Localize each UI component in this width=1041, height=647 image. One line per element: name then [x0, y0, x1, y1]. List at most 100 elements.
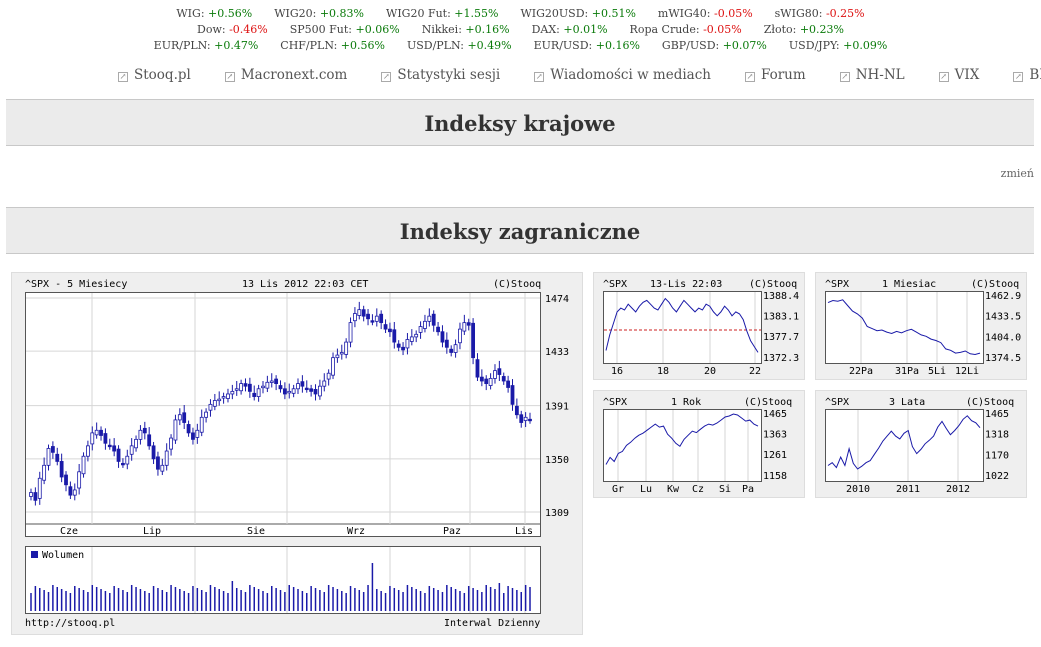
external-link-icon: ↗ [744, 72, 755, 82]
candle-body [112, 445, 117, 452]
y-tick-label: 1377.7 [763, 332, 799, 343]
candle-body [147, 434, 152, 447]
x-tick-label: 22Pa [849, 366, 873, 377]
ticker-item[interactable]: DAX: +0.01% [532, 23, 608, 36]
candle-body [366, 313, 370, 320]
candle-body [414, 333, 419, 338]
candle-body [247, 383, 252, 392]
candle-body [440, 331, 445, 343]
ticker-item[interactable]: WIG: +0.56% [176, 7, 252, 20]
ticker-item[interactable]: Złoto: +0.23% [764, 23, 844, 36]
candle-body [55, 453, 60, 462]
ticker-item[interactable]: WIG20: +0.83% [274, 7, 364, 20]
x-tick-label: Cz [692, 484, 704, 495]
ticker-item[interactable]: CHF/PLN: +0.56% [280, 39, 385, 52]
candle-body [453, 344, 458, 353]
nav-link-nh-nl[interactable]: ↗ NH-NL [839, 67, 905, 83]
candle-body [322, 380, 327, 387]
x-tick-label: 20 [704, 366, 716, 377]
y-tick-label: 1388.4 [763, 291, 799, 302]
nav-link-label: Forum [760, 67, 806, 83]
series-line [605, 297, 759, 353]
ticker-item[interactable]: SP500 Fut: +0.06% [290, 23, 400, 36]
ticker-change: +0.51% [591, 7, 636, 20]
candle-body [300, 381, 305, 387]
ticker-item[interactable]: USD/JPY: +0.09% [789, 39, 887, 52]
ticker-item[interactable]: WIG20 Fut: +1.55% [386, 7, 498, 20]
series-line [827, 299, 981, 356]
ticker-name: USD/PLN: [406, 39, 468, 52]
nav-link-stooq-pl[interactable]: ↗ Stooq.pl [118, 67, 191, 83]
three-years-chart: 1465 1318 1170 1022 2010 2011 2012 [825, 409, 1009, 495]
y-tick-label: 1433.5 [985, 312, 1021, 323]
chart-2-title: ^SPX [825, 279, 850, 290]
nav-link-bdi[interactable]: ↗ BDI [1013, 67, 1041, 83]
y-tick-label: 1158 [763, 471, 787, 482]
x-tick-label: Gr [612, 484, 624, 495]
ticker-name: EUR/PLN: [153, 39, 215, 52]
ticker-item[interactable]: Ropa Crude: -0.05% [630, 23, 742, 36]
candle-body [317, 385, 322, 397]
ticker-change: +0.49% [467, 39, 512, 52]
candle-body [331, 357, 335, 376]
series-line [827, 415, 981, 470]
chart-4-title: ^SPX [825, 397, 850, 408]
nav-link-macronext-com[interactable]: ↗ Macronext.com [224, 67, 347, 83]
external-link-icon: ↗ [118, 72, 128, 82]
candle-body [493, 370, 497, 379]
series-line [605, 413, 759, 465]
ticker-item[interactable]: Nikkei: +0.16% [422, 23, 510, 36]
x-tick-label: 16 [611, 366, 623, 377]
nav-link-forum[interactable]: ↗ Forum [744, 67, 806, 83]
ticker-item[interactable]: GBP/USD: +0.07% [662, 39, 767, 52]
change-link[interactable]: zmień [1000, 167, 1034, 180]
nav-link-wiadomości-w-mediach[interactable]: ↗ Wiadomości w mediach [534, 67, 711, 83]
candle-body [296, 383, 300, 390]
candle-body [357, 309, 362, 316]
x-tick-label: 2012 [946, 484, 970, 495]
candle-body [423, 320, 427, 329]
candle-body [234, 388, 239, 391]
candle-body [418, 326, 423, 333]
chart-4-period: 3 Lata [889, 397, 926, 408]
candle-body [186, 424, 191, 434]
candle-body [182, 412, 187, 423]
ticker-item[interactable]: WIG20USD: +0.51% [520, 7, 635, 20]
plot-area [25, 292, 541, 537]
external-link-icon: ↗ [224, 72, 235, 82]
y-tick-label: 1318 [985, 430, 1009, 441]
y-tick-label: 1474 [545, 294, 569, 305]
candle-body [497, 368, 502, 375]
chart-4-copyright: (C)Stooq [966, 397, 1015, 408]
y-tick-label: 1261 [763, 450, 787, 461]
nav-link-vix[interactable]: ↗ VIX [938, 67, 979, 83]
candle-body [528, 418, 532, 422]
ticker-item[interactable]: Dow: -0.46% [197, 23, 268, 36]
ticker-change: -0.05% [713, 7, 753, 20]
candle-body [392, 329, 397, 343]
candle-body [484, 378, 489, 385]
ticker-item[interactable]: EUR/USD: +0.16% [534, 39, 640, 52]
x-tick-label: Pa [742, 484, 754, 495]
candle-body [519, 414, 524, 423]
chart-3-period: 1 Rok [671, 397, 702, 408]
ticker-change: +0.56% [208, 7, 253, 20]
candle-body [265, 381, 270, 389]
ticker-item[interactable]: EUR/PLN: +0.47% [154, 39, 259, 52]
ticker-name: WIG20 Fut: [386, 7, 455, 20]
main-chart-panel: ^SPX - 5 Miesiecy 13 Lis 2012 22:03 CET … [11, 272, 583, 635]
ticker-item[interactable]: USD/PLN: +0.49% [407, 39, 512, 52]
volume-area [25, 546, 541, 614]
candle-body [46, 448, 51, 466]
candle-body [173, 419, 178, 441]
nav-link-statystyki-sesji[interactable]: ↗ Statystyki sesji [381, 67, 500, 83]
ticker-item[interactable]: sWIG80: -0.25% [775, 7, 865, 20]
chart-2-period: 1 Miesiac [882, 279, 937, 290]
candle-body [256, 388, 261, 397]
plot-area [825, 291, 984, 364]
ticker-name: sWIG80: [774, 7, 826, 20]
y-tick-label: 1022 [985, 471, 1009, 482]
candle-body [278, 385, 283, 390]
ticker-item[interactable]: mWIG40: -0.05% [658, 7, 753, 20]
candle-body [313, 389, 318, 395]
